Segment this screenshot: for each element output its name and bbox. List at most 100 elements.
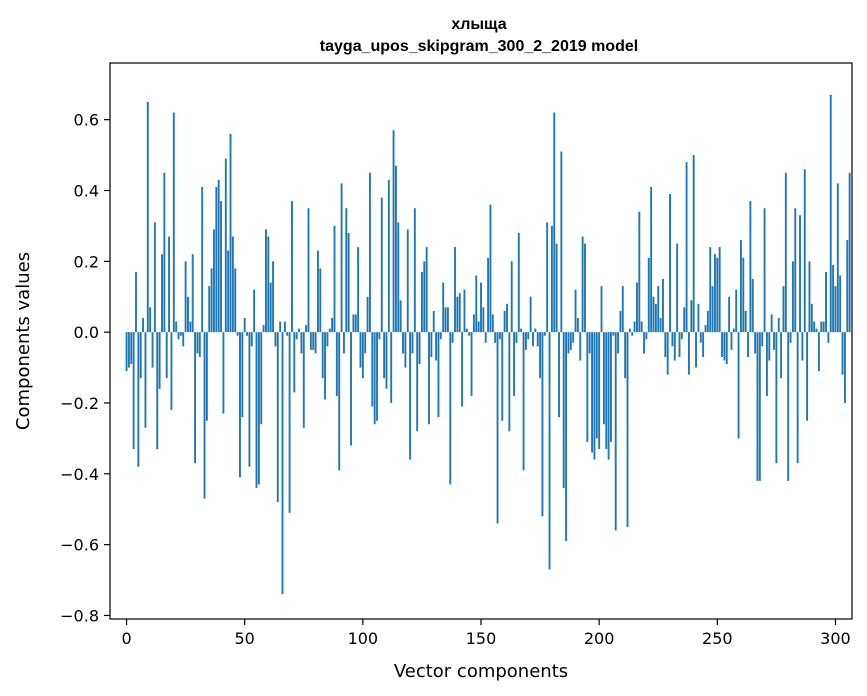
bar [130, 332, 133, 365]
bar [191, 254, 194, 333]
bar [754, 332, 757, 354]
bar [146, 101, 149, 333]
bar [324, 332, 326, 400]
bar [347, 232, 350, 333]
bar [777, 317, 780, 333]
bar [399, 300, 402, 333]
bar [307, 208, 310, 333]
bar [484, 332, 487, 343]
bar [765, 332, 768, 396]
bar [614, 332, 617, 531]
bar [125, 332, 128, 372]
y-tick-label: −0.2 [60, 394, 99, 413]
bar [836, 183, 839, 333]
bar [371, 332, 374, 407]
bar [576, 317, 579, 333]
bar [243, 317, 246, 333]
bar [317, 250, 319, 333]
y-axis: −0.8 −0.6 −0.4 −0.2 0.0 0.2 0.4 0.6 [60, 111, 110, 625]
bar [454, 247, 456, 333]
bar [451, 332, 454, 343]
bar [782, 286, 785, 333]
bar [359, 332, 362, 368]
bar [314, 332, 317, 354]
bar [621, 286, 624, 333]
bar [338, 332, 341, 471]
bar [182, 332, 185, 347]
bar [692, 155, 695, 333]
bar [669, 194, 671, 333]
bar [591, 332, 594, 453]
bar [196, 332, 199, 354]
bar [274, 332, 277, 347]
bar [354, 314, 357, 333]
bar [397, 222, 400, 333]
bar [588, 332, 591, 354]
bar [633, 321, 636, 333]
bar [184, 261, 187, 333]
bar [628, 328, 631, 333]
bar [553, 112, 556, 333]
bar [231, 236, 234, 333]
bar [276, 332, 279, 503]
bar [560, 151, 563, 333]
bar [333, 225, 336, 333]
bar [749, 201, 752, 333]
bar [600, 286, 603, 333]
bar [248, 332, 251, 467]
bar [716, 257, 719, 333]
bar [513, 332, 516, 396]
bar [520, 328, 523, 333]
bar [489, 204, 492, 333]
bar [470, 332, 473, 396]
bar [524, 332, 527, 350]
bar [364, 332, 367, 354]
bar [843, 332, 846, 403]
bar [239, 332, 241, 478]
bar [272, 261, 274, 333]
bar [664, 332, 667, 357]
bar [558, 332, 560, 418]
bar [475, 275, 478, 333]
bar [799, 215, 801, 333]
bar [619, 310, 622, 333]
bar [532, 332, 534, 347]
bar [498, 332, 501, 340]
bar [827, 332, 830, 343]
bar [163, 172, 166, 333]
bar [189, 321, 192, 333]
bar [406, 229, 409, 333]
x-tick-label: 200 [584, 629, 615, 648]
bar [702, 332, 705, 357]
bar [815, 328, 818, 333]
bar [789, 332, 792, 343]
bar [378, 332, 381, 340]
chart-subtitle: tayga_upos_skipgram_300_2_2019 model [320, 38, 638, 55]
bar [742, 257, 745, 333]
bar [695, 332, 697, 368]
bar [647, 257, 650, 333]
bar [803, 169, 806, 333]
bar [430, 332, 433, 357]
bar [139, 332, 142, 379]
bar [220, 201, 223, 333]
bar [747, 332, 749, 357]
bar [352, 314, 355, 333]
bar [343, 332, 345, 354]
bar [529, 296, 532, 333]
bar [839, 275, 842, 333]
bar [624, 332, 627, 379]
bar [201, 186, 204, 333]
bar [376, 332, 378, 421]
bar [151, 332, 154, 368]
bar [761, 332, 764, 347]
bar [718, 247, 721, 333]
bar [213, 229, 215, 333]
bar [137, 332, 140, 467]
bar [409, 332, 412, 460]
bar [612, 332, 615, 336]
bar [543, 332, 546, 336]
bar [390, 332, 393, 403]
bar [773, 332, 775, 350]
